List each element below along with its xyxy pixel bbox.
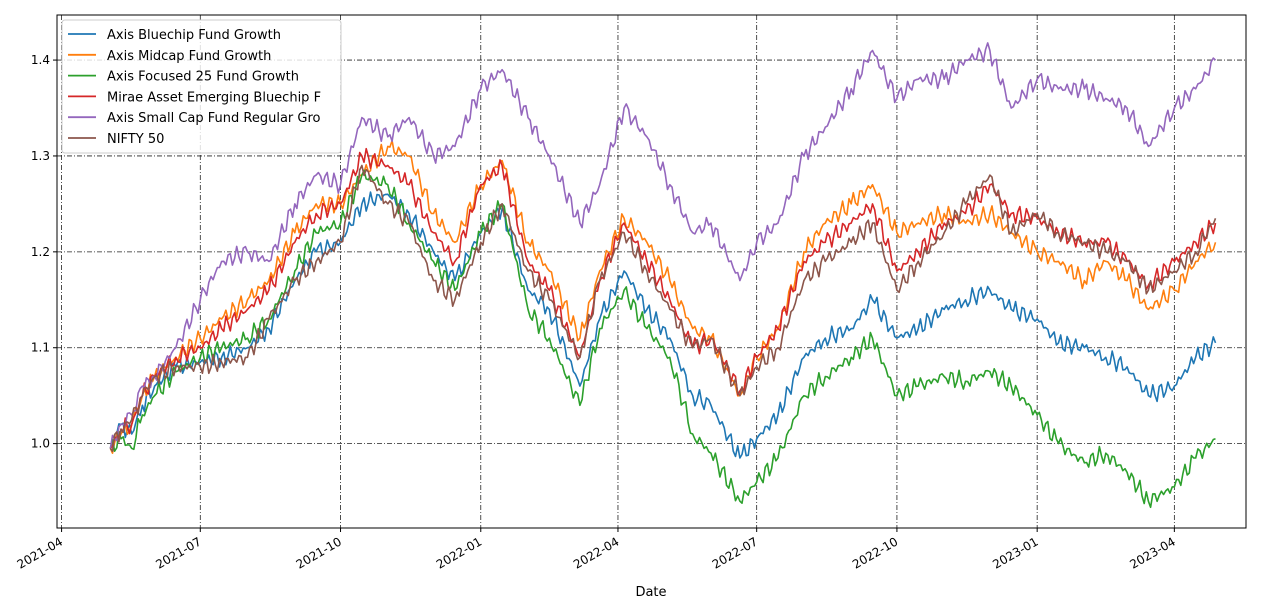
legend: Axis Bluechip Fund Growth Axis Midcap Fun… xyxy=(61,19,342,154)
series-line-axis-midcap-fund-growth xyxy=(109,139,1217,455)
legend-label: Axis Bluechip Fund Growth xyxy=(107,28,281,43)
series-line-axis-bluechip-fund-growth xyxy=(109,191,1217,459)
y-tick-label: 1.0 xyxy=(31,437,50,451)
y-tick-label: 1.3 xyxy=(31,149,50,163)
series-line-axis-focused-25-fund-growth xyxy=(109,169,1216,509)
plot-area-frame xyxy=(56,14,1247,529)
legend-label: NIFTY 50 xyxy=(107,132,164,147)
grid-lines xyxy=(57,15,1246,528)
legend-box xyxy=(61,19,342,154)
series-line-nifty-50 xyxy=(109,164,1217,453)
x-axis-title: Date xyxy=(635,585,666,600)
series-layer xyxy=(109,42,1217,509)
series-line-axis-small-cap-fund-regular-gro xyxy=(109,42,1217,449)
y-axis: 1.0 1.1 1.2 1.3 1.4 xyxy=(31,53,57,451)
y-tick-label: 1.2 xyxy=(31,245,50,259)
legend-label: Axis Small Cap Fund Regular Gro xyxy=(107,111,321,126)
series-line-mirae-asset-emerging-bluechip-f xyxy=(109,147,1217,449)
legend-label: Mirae Asset Emerging Bluechip F xyxy=(107,90,321,105)
y-tick-label: 1.4 xyxy=(31,53,50,67)
legend-label: Axis Focused 25 Fund Growth xyxy=(107,70,299,85)
legend-label: Axis Midcap Fund Growth xyxy=(107,49,271,64)
y-tick-label: 1.1 xyxy=(31,341,50,355)
